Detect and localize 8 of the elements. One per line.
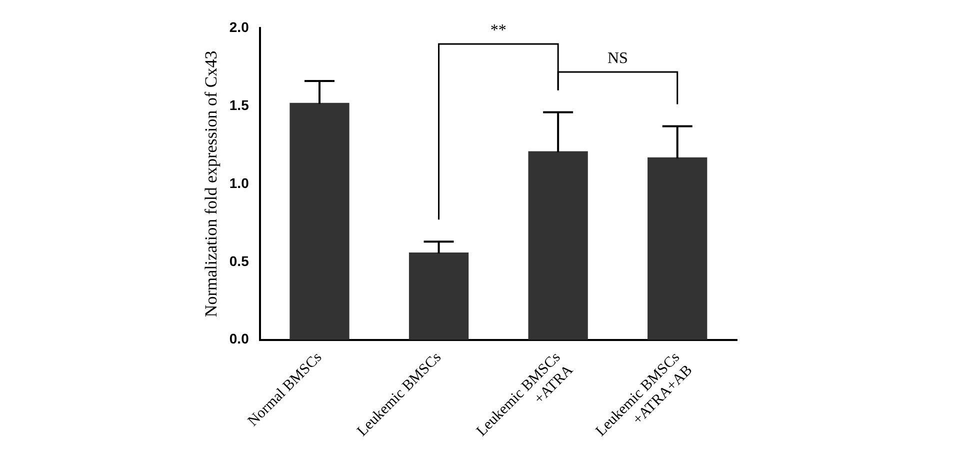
y-tick-label: 1.0: [229, 174, 250, 191]
y-tick-label: 1.5: [229, 96, 250, 113]
y-tick-label: 0.5: [229, 252, 250, 269]
annotation: NS: [606, 50, 629, 68]
y-axis-title: Normalization fold expression of Cx43: [202, 50, 221, 318]
annotation: **: [489, 22, 508, 40]
y-tick-label: 0.0: [229, 330, 250, 347]
y-tick-label: 2.0: [229, 18, 250, 35]
